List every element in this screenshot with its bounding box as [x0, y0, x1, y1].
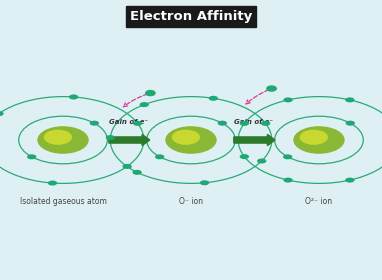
Ellipse shape [27, 154, 36, 159]
Ellipse shape [267, 86, 276, 91]
Ellipse shape [155, 154, 164, 159]
Ellipse shape [172, 130, 200, 145]
Ellipse shape [218, 121, 227, 126]
Ellipse shape [300, 130, 328, 145]
Ellipse shape [106, 135, 115, 140]
Ellipse shape [133, 170, 142, 175]
Ellipse shape [44, 130, 72, 145]
Ellipse shape [90, 121, 99, 126]
Text: O⁻ ion: O⁻ ion [179, 197, 203, 206]
Text: Isolated gaseous atom: Isolated gaseous atom [19, 197, 107, 206]
Text: O²⁻ ion: O²⁻ ion [305, 197, 333, 206]
Ellipse shape [283, 154, 292, 159]
Ellipse shape [257, 158, 266, 164]
Ellipse shape [209, 96, 218, 101]
Ellipse shape [165, 126, 217, 154]
Ellipse shape [346, 121, 355, 126]
Text: Gain of e⁻: Gain of e⁻ [235, 119, 274, 125]
Ellipse shape [345, 97, 354, 102]
Ellipse shape [139, 102, 149, 107]
Text: Gain of e⁻: Gain of e⁻ [109, 119, 149, 125]
Ellipse shape [240, 121, 249, 126]
FancyArrow shape [234, 134, 275, 146]
Text: Electron Affinity: Electron Affinity [130, 10, 252, 23]
Ellipse shape [48, 181, 57, 186]
Ellipse shape [133, 121, 142, 126]
Ellipse shape [146, 90, 155, 95]
Ellipse shape [240, 154, 249, 159]
Ellipse shape [37, 126, 89, 154]
Ellipse shape [69, 94, 78, 99]
Ellipse shape [200, 180, 209, 185]
Ellipse shape [283, 97, 293, 102]
Ellipse shape [122, 164, 132, 169]
Ellipse shape [345, 178, 354, 183]
FancyArrow shape [109, 134, 150, 146]
Ellipse shape [283, 178, 293, 183]
Ellipse shape [261, 121, 270, 126]
Ellipse shape [293, 126, 345, 154]
Ellipse shape [0, 111, 4, 116]
